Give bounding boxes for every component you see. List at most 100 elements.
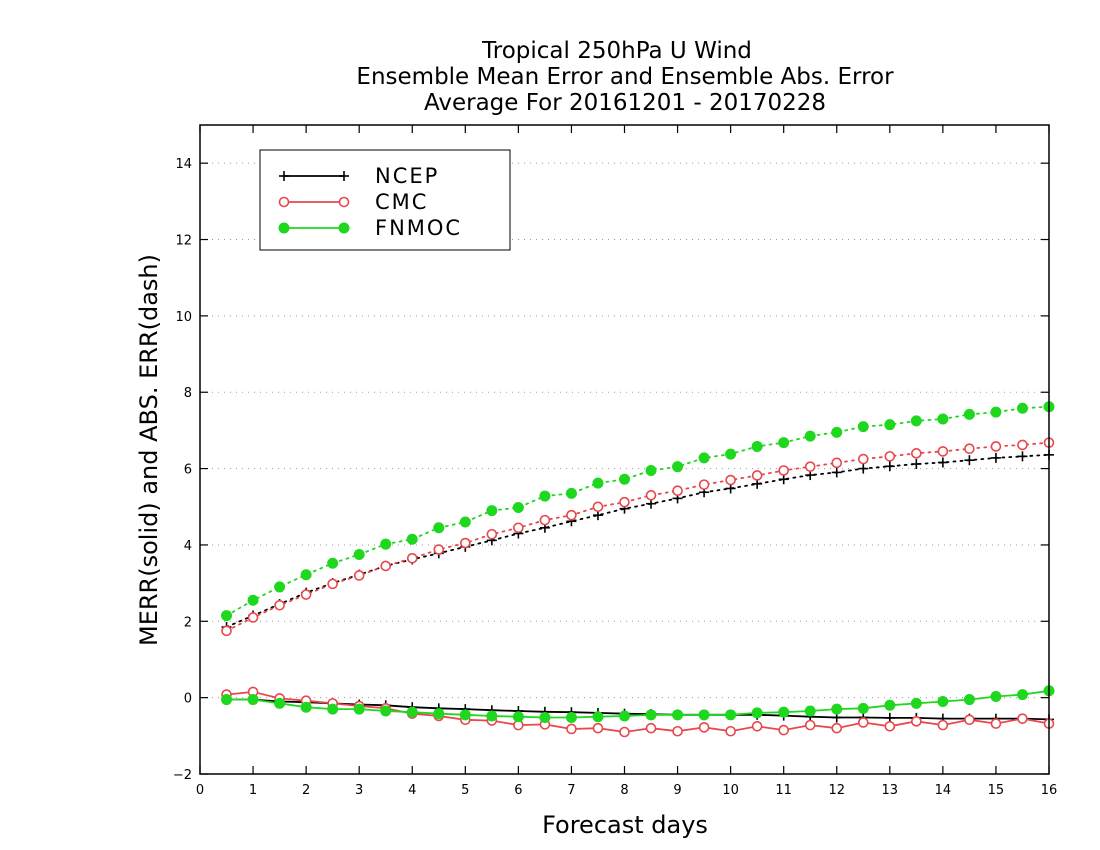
mean-error-point bbox=[380, 705, 392, 717]
abs-error-point bbox=[433, 522, 445, 534]
abs-error-point bbox=[380, 560, 392, 572]
abs-error-point bbox=[513, 522, 524, 534]
abs-error-point bbox=[672, 485, 683, 497]
y-tick-label: 0 bbox=[184, 692, 192, 707]
abs-error-point bbox=[1017, 439, 1028, 451]
abs-error-point bbox=[884, 451, 896, 462]
abs-error-point bbox=[990, 452, 1001, 463]
mean-error-line bbox=[226, 690, 1050, 733]
abs-error-point bbox=[778, 437, 790, 449]
legend-marker bbox=[278, 196, 290, 208]
mean-error-point bbox=[433, 708, 445, 720]
x-tick-label: 11 bbox=[775, 783, 792, 798]
abs-error-point bbox=[911, 448, 922, 459]
mean-error-point bbox=[831, 703, 843, 715]
abs-error-point bbox=[512, 502, 524, 514]
mean-error-point bbox=[539, 711, 551, 723]
y-tick-label: 12 bbox=[175, 234, 192, 249]
abs-error-point bbox=[247, 594, 259, 606]
mean-error-point bbox=[619, 710, 630, 722]
legend-marker bbox=[338, 222, 350, 234]
mean-error-point bbox=[406, 706, 418, 718]
mean-error-point bbox=[1016, 689, 1028, 701]
abs-error-point bbox=[937, 413, 949, 425]
mean-error-point bbox=[619, 726, 630, 738]
y-tick-label: 10 bbox=[175, 310, 192, 325]
y-tick-label: 14 bbox=[175, 157, 192, 172]
abs-error-point bbox=[327, 578, 338, 590]
mean-error-point bbox=[592, 711, 604, 723]
series-cmc bbox=[221, 437, 1055, 738]
x-tick-label: 10 bbox=[722, 783, 739, 798]
abs-error-point bbox=[539, 514, 551, 526]
abs-error-point bbox=[698, 479, 710, 490]
y-tick-label: 4 bbox=[184, 539, 192, 554]
chart-title-line-1: Tropical 250hPa U Wind bbox=[481, 38, 752, 64]
y-tick-label: 2 bbox=[184, 615, 192, 630]
abs-error-point bbox=[1016, 402, 1028, 414]
x-tick-label: 16 bbox=[1041, 783, 1058, 798]
abs-error-point bbox=[460, 537, 471, 549]
abs-error-point bbox=[831, 426, 843, 438]
abs-error-point bbox=[566, 509, 577, 521]
mean-error-point bbox=[274, 697, 286, 709]
y-tick-label: 6 bbox=[184, 463, 192, 478]
abs-error-point bbox=[937, 446, 949, 457]
abs-error-point bbox=[645, 464, 657, 476]
chart-title-line-3: Average For 20161201 - 20170228 bbox=[424, 90, 826, 116]
x-tick-label: 2 bbox=[302, 783, 310, 798]
abs-error-point bbox=[274, 581, 286, 593]
abs-error-line bbox=[225, 453, 1050, 628]
abs-error-point bbox=[406, 553, 418, 564]
abs-error-point bbox=[565, 487, 577, 499]
abs-error-point bbox=[300, 589, 312, 600]
mean-error-point bbox=[486, 710, 498, 722]
mean-error-point bbox=[910, 697, 922, 709]
mean-error-point bbox=[778, 724, 789, 736]
legend-marker bbox=[338, 196, 350, 208]
abs-error-point bbox=[433, 544, 445, 555]
abs-error-point bbox=[353, 570, 365, 581]
abs-error-point bbox=[804, 461, 816, 472]
x-tick-label: 6 bbox=[514, 783, 522, 798]
abs-error-point bbox=[778, 465, 789, 476]
series-layer bbox=[221, 401, 1055, 738]
abs-error-point bbox=[300, 569, 312, 581]
mean-error-point bbox=[911, 716, 922, 727]
abs-error-point bbox=[698, 452, 710, 464]
abs-error-point bbox=[858, 463, 869, 474]
abs-error-point bbox=[964, 443, 975, 455]
abs-error-point bbox=[221, 625, 232, 637]
abs-error-point bbox=[884, 461, 895, 472]
legend-marker bbox=[279, 171, 289, 181]
y-tick-label: 8 bbox=[184, 386, 192, 401]
abs-error-point bbox=[857, 421, 869, 433]
legend-box bbox=[259, 149, 511, 251]
x-tick-label: 13 bbox=[882, 783, 899, 798]
abs-error-point bbox=[884, 419, 896, 431]
mean-error-point bbox=[672, 725, 683, 737]
x-tick-label: 7 bbox=[567, 783, 575, 798]
mean-error-point bbox=[831, 722, 843, 734]
abs-error-point bbox=[672, 461, 684, 473]
mean-error-point bbox=[884, 699, 896, 711]
mean-error-point bbox=[804, 705, 816, 717]
abs-error-point bbox=[831, 457, 843, 469]
abs-error-point bbox=[619, 496, 630, 508]
mean-error-point bbox=[778, 706, 790, 718]
mean-error-point bbox=[937, 695, 949, 707]
x-tick-label: 12 bbox=[828, 783, 845, 798]
x-tick-label: 5 bbox=[461, 783, 469, 798]
abs-error-point bbox=[247, 612, 259, 623]
abs-error-point bbox=[406, 533, 418, 545]
abs-error-point bbox=[380, 538, 392, 550]
abs-error-point bbox=[751, 470, 763, 481]
mean-error-point bbox=[672, 709, 684, 721]
legend-marker bbox=[278, 222, 290, 234]
abs-error-point bbox=[645, 490, 657, 501]
abs-error-point bbox=[619, 473, 630, 485]
mean-error-point bbox=[566, 723, 577, 735]
